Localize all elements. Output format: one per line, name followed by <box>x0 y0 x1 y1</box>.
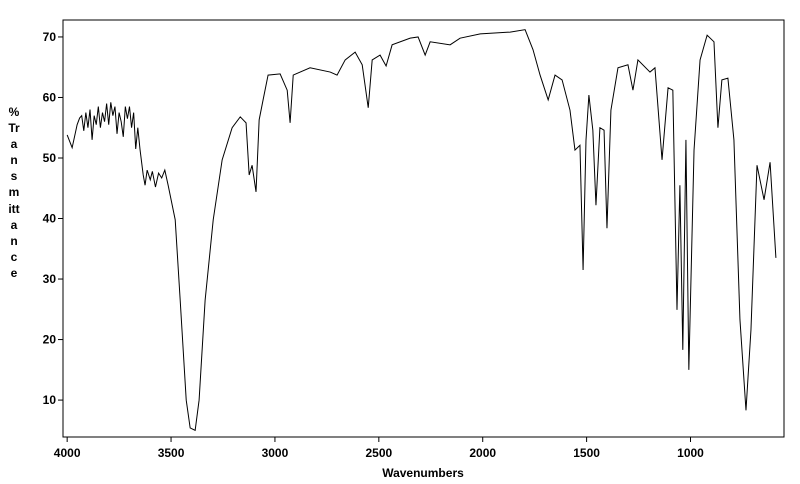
x-tick-label: 1000 <box>677 446 704 460</box>
y-axis-label: % Transmittance <box>8 105 20 280</box>
x-tick-label: 4000 <box>54 446 81 460</box>
y-tick-label: 20 <box>43 333 57 347</box>
spectrum-line <box>66 29 777 432</box>
x-tick-label: 2000 <box>469 446 496 460</box>
x-axis-label: Wavenumbers <box>382 466 464 480</box>
y-tick-label: 40 <box>43 212 57 226</box>
y-tick-label: 60 <box>43 90 57 104</box>
y-tick-label: 10 <box>43 393 57 407</box>
y-tick-label: 50 <box>43 151 57 165</box>
y-tick-label: 70 <box>43 30 57 44</box>
x-tick-label: 1500 <box>573 446 600 460</box>
x-tick-label: 3500 <box>158 446 185 460</box>
y-tick-label: 30 <box>43 272 57 286</box>
x-tick-label: 3000 <box>262 446 289 460</box>
x-tick-label: 2500 <box>365 446 392 460</box>
plot-frame <box>62 19 785 438</box>
